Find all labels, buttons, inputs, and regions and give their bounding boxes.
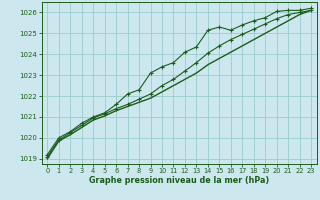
X-axis label: Graphe pression niveau de la mer (hPa): Graphe pression niveau de la mer (hPa) [89,176,269,185]
